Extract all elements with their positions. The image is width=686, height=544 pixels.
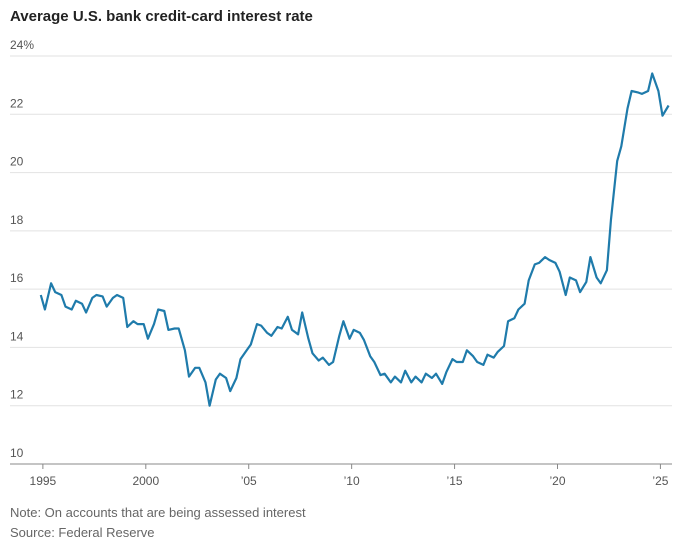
- y-tick-label: 24%: [10, 38, 34, 52]
- x-tick-label: 1995: [30, 474, 57, 488]
- y-tick-label: 14: [10, 329, 24, 343]
- y-tick-label: 20: [10, 155, 24, 169]
- x-tick-label: ’20: [549, 474, 565, 488]
- y-tick-label: 12: [10, 388, 24, 402]
- x-tick-label: ’25: [652, 474, 668, 488]
- x-tick-label: 2000: [132, 474, 159, 488]
- y-tick-label: 18: [10, 213, 24, 227]
- x-tick-label: ’05: [241, 474, 257, 488]
- chart-title: Average U.S. bank credit-card interest r…: [10, 8, 313, 25]
- y-tick-label: 10: [10, 446, 24, 460]
- note: Note: On accounts that are being assesse…: [10, 505, 306, 520]
- line: [39, 72, 670, 407]
- source: Source: Federal Reserve: [10, 525, 155, 540]
- y-tick-label: 16: [10, 271, 24, 285]
- x-tick-label: ’10: [344, 474, 360, 488]
- x-tick-label: ’15: [447, 474, 463, 488]
- y-tick-label: 22: [10, 96, 24, 110]
